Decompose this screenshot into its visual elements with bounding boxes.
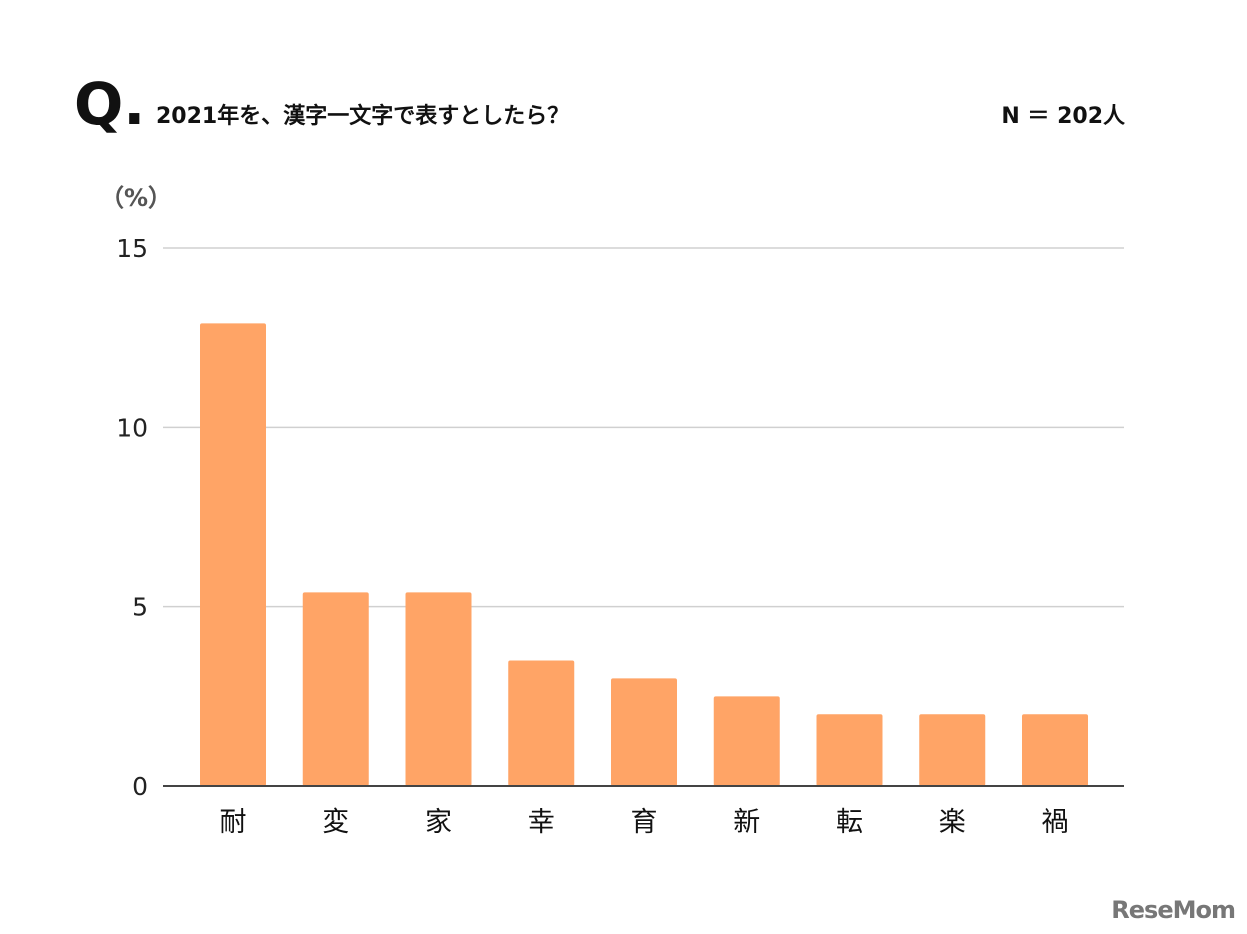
x-tick-label: 家 [425, 807, 452, 838]
bar-変 [302, 592, 369, 786]
bar-育 [611, 678, 677, 786]
chart-title: 2021年を、漢字一文字で表すとしたら？ [156, 104, 570, 129]
question-mark: Q. [74, 70, 146, 138]
x-tick-label: 耐 [220, 807, 247, 838]
y-tick-label: 10 [116, 413, 148, 442]
x-tick-label: 新 [733, 807, 760, 838]
bar-転 [816, 714, 883, 786]
x-tick-label: 楽 [939, 807, 966, 838]
resemom-logo: ReseMom [1111, 896, 1236, 924]
bar-家 [405, 592, 472, 786]
bar-幸 [508, 660, 575, 786]
sample-size: N ＝ 202人 [1001, 104, 1125, 129]
x-tick-label: 育 [631, 807, 658, 838]
x-tick-label: 幸 [528, 807, 555, 838]
bar-禍 [1022, 714, 1088, 786]
y-tick-label: 5 [132, 593, 148, 622]
y-tick-label: 0 [132, 772, 148, 801]
x-tick-label: 変 [322, 807, 349, 838]
y-tick-label: 15 [116, 234, 148, 263]
bar-楽 [919, 714, 986, 786]
x-tick-label: 禍 [1042, 807, 1069, 838]
bar-新 [713, 696, 780, 786]
y-axis-unit: （%） [100, 184, 173, 212]
x-tick-label: 転 [836, 807, 863, 838]
bar-耐 [200, 323, 266, 786]
